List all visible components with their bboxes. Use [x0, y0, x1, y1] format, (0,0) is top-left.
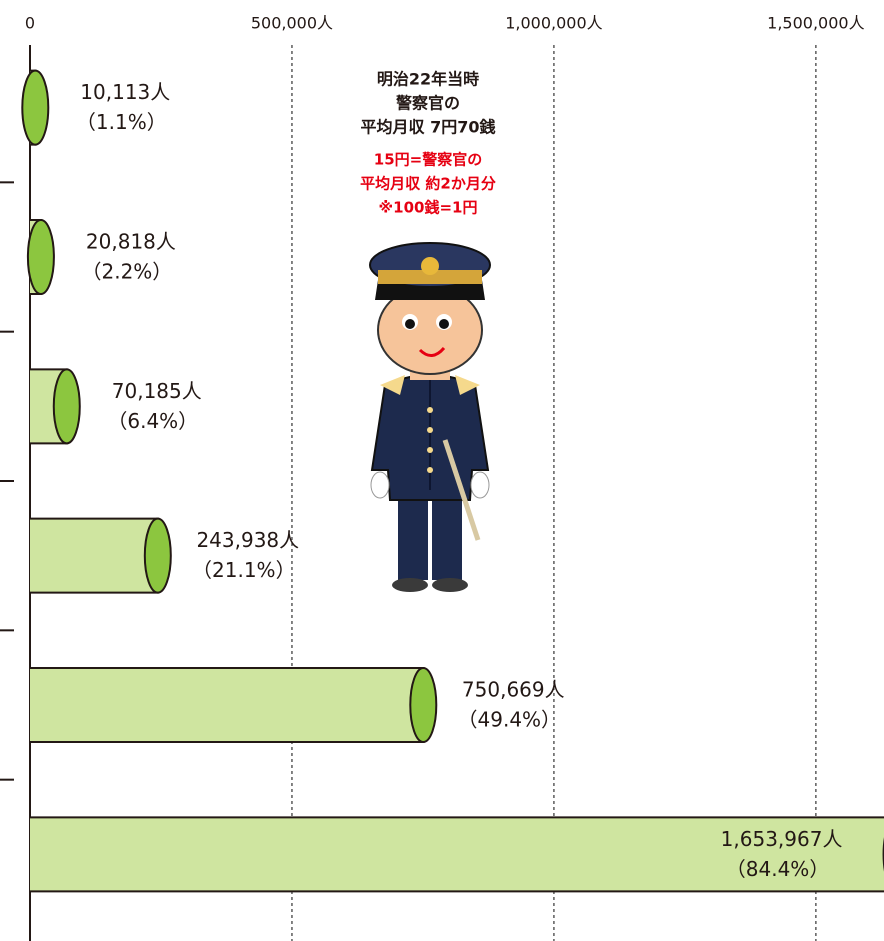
percent-label: （21.1%） [192, 558, 296, 582]
percent-label: （49.4%） [458, 708, 562, 732]
percent-label: （84.4%） [726, 857, 830, 881]
x-tick-label: 500,000人 [251, 14, 333, 33]
bar-cap [26, 219, 55, 295]
bar [30, 517, 159, 594]
annotation-note: 平均月収 約2か月分 [360, 175, 496, 193]
x-tick-label: 1,500,000人 [767, 14, 864, 33]
value-label: 20,818人 [86, 230, 176, 254]
annotation-note: ※100銭=1円 [379, 199, 478, 217]
percent-label: （2.2%） [82, 260, 173, 284]
annotation-note: 15円=警察官の [374, 151, 482, 169]
bar-cap [143, 517, 172, 594]
value-label: 1,653,967人 [721, 827, 843, 851]
annotation: 平均月収 7円70銭 [361, 118, 496, 137]
annotation: 明治22年当時 [377, 70, 479, 89]
value-label: 70,185人 [112, 379, 202, 403]
x-tick-label: 0 [25, 14, 35, 33]
x-tick-label: 1,000,000人 [505, 14, 602, 33]
value-label: 750,669人 [462, 678, 565, 702]
bar-cap [21, 69, 50, 146]
bar [30, 667, 425, 743]
percent-label: （1.1%） [76, 110, 167, 134]
value-label: 10,113人 [80, 80, 170, 104]
bar-cap [52, 368, 81, 445]
value-label: 243,938人 [196, 528, 299, 552]
annotation: 警察官の [395, 94, 460, 113]
bar-cap [409, 667, 438, 743]
percent-label: （6.4%） [107, 409, 198, 433]
police-officer-illustration [369, 242, 491, 592]
bar [30, 816, 884, 893]
